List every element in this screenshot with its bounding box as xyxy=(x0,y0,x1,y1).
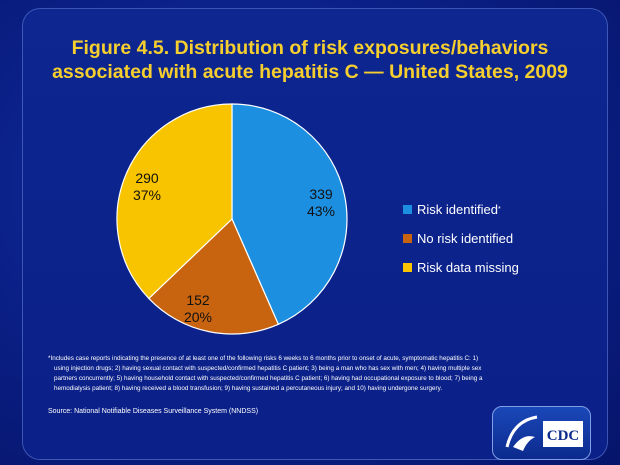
legend-item-missing: Risk data missing xyxy=(403,260,519,275)
footnote: *Includes case reports indicating the pr… xyxy=(48,355,483,392)
slice-label-no-risk: 152 20% xyxy=(183,292,213,325)
pie-slice-2 xyxy=(116,103,233,300)
title-line-1: Figure 4.5. Distribution of risk exposur… xyxy=(71,37,549,59)
chart-title: Figure 4.5. Distribution of risk exposur… xyxy=(30,36,590,84)
pie-slice-1 xyxy=(147,217,280,335)
pie-slice-0 xyxy=(231,103,348,326)
legend-swatch xyxy=(403,205,412,214)
slice-label-missing: 290 37% xyxy=(132,170,162,203)
title-line-2: associated with acute hepatitis C — Unit… xyxy=(52,61,568,83)
slice-label-risk-identified: 339 43% xyxy=(306,186,336,219)
legend-swatch xyxy=(403,263,412,272)
legend-item-no-risk: No risk identified xyxy=(403,231,513,246)
legend-swatch xyxy=(403,234,412,243)
svg-text:CDC: CDC xyxy=(547,428,580,444)
hhs-cdc-logo: CDC xyxy=(492,406,591,460)
legend-item-risk-identified: Risk identified * xyxy=(403,202,501,217)
source-text: Source: National Notifiable Diseases Sur… xyxy=(48,408,259,415)
